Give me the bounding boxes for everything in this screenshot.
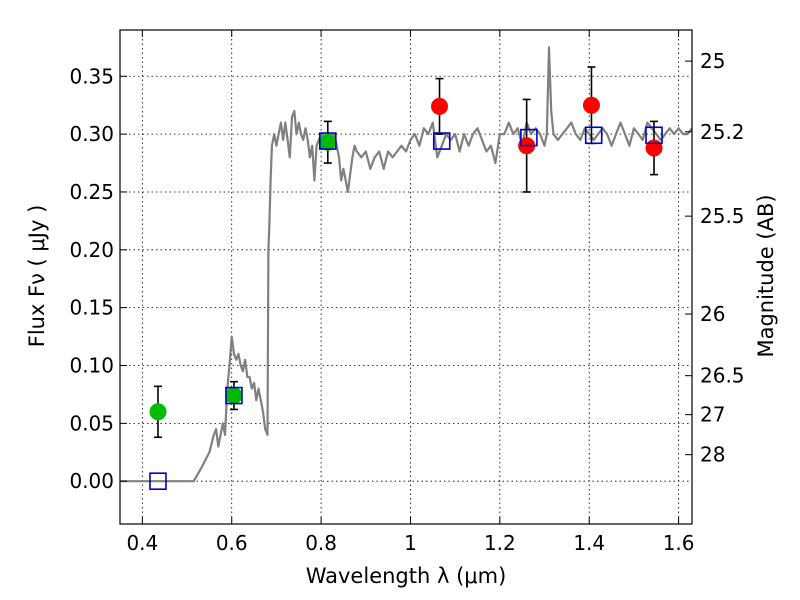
x-tick-label: 1.4 — [573, 531, 605, 555]
y-tick-label: 0.10 — [69, 354, 114, 378]
y-right-tick-label: 26 — [700, 302, 725, 326]
y-tick-label: 0.25 — [69, 180, 114, 204]
model-photometry-point — [520, 128, 538, 147]
grid-layer — [120, 30, 692, 524]
model-photometry-point — [584, 126, 603, 145]
y-right-tick-label: 26.5 — [700, 364, 745, 388]
y-tick-label: 0.05 — [69, 411, 114, 435]
y-tick-label: 0.30 — [69, 122, 114, 146]
y-right-tick-label: 25.5 — [700, 204, 745, 228]
x-tick-label: 0.8 — [305, 531, 337, 555]
x-tick-label: 0.4 — [126, 531, 158, 555]
model-photometry-point — [645, 126, 663, 145]
x-axis-label: Wavelength λ (μm) — [306, 564, 507, 588]
data-point — [645, 139, 663, 157]
x-tick-label: 1 — [404, 531, 417, 555]
model-photometry-point — [225, 386, 243, 405]
plot-frame — [119, 29, 693, 525]
y-right-tick-label: 25.2 — [700, 120, 745, 144]
series-layer — [120, 46, 692, 490]
data-point — [319, 133, 337, 151]
data-point — [149, 403, 167, 421]
y-right-tick-label: 28 — [700, 443, 725, 467]
y-axis-label: Flux Fν ( μJy ) — [25, 205, 49, 348]
y-tick-label: 0.15 — [69, 296, 114, 320]
model-spectrum-line — [120, 46, 692, 483]
data-point — [431, 97, 449, 115]
y-tick-label: 0.00 — [69, 469, 114, 493]
y-tick-label: 0.20 — [69, 238, 114, 262]
data-point — [582, 96, 600, 114]
model-photometry-point — [318, 132, 337, 150]
data-point — [225, 387, 243, 405]
y-tick-label: 0.35 — [69, 64, 114, 88]
y-right-axis-label: Magnitude (AB) — [754, 194, 778, 357]
model-photometry-point — [432, 132, 451, 150]
tick-layer: 0.4 0.6 0.8 1 1.2 1.4 1.6 0.00 0.05 0.10 0.15 0.20 0… — [69, 30, 745, 555]
x-tick-label: 0.6 — [216, 531, 248, 555]
x-tick-label: 1.6 — [663, 531, 695, 555]
x-tick-label: 1.2 — [484, 531, 516, 555]
y-right-tick-label: 27 — [700, 403, 725, 427]
model-photometry-point — [149, 472, 167, 490]
y-right-tick-label: 25 — [700, 49, 725, 73]
